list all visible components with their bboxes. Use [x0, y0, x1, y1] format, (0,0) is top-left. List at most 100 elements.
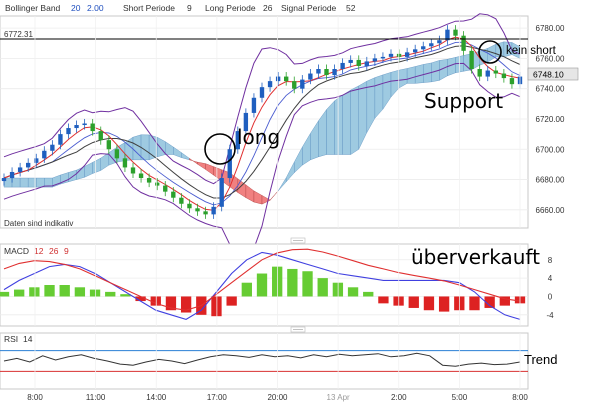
header-bollinger-value-dev: 2.00: [87, 3, 104, 13]
macd-histogram-bar: [150, 296, 161, 306]
macd-histogram-bar: [165, 296, 177, 311]
time-tick-label: 8:00: [512, 393, 528, 402]
macd-histogram-bar: [14, 289, 25, 297]
header-short-value: 9: [187, 3, 192, 13]
header-signal-label: Signal Periode: [281, 3, 337, 13]
macd-histogram-bar: [226, 296, 237, 306]
panel-splitter-1[interactable]: [290, 237, 306, 244]
candle-body: [485, 70, 490, 77]
macd-histogram-bar: [287, 268, 298, 297]
candle-body: [332, 69, 337, 76]
macd-y-tick-label: -4: [546, 311, 554, 320]
cloud-segment: [269, 190, 279, 201]
cloud-segment: [350, 85, 359, 155]
bollinger-lower-band: [3, 62, 521, 257]
time-tick-label: 2:00: [391, 393, 407, 402]
candle-body: [267, 81, 273, 88]
macd-histogram-bar: [120, 294, 131, 297]
bollinger-mid-band: [3, 41, 521, 206]
macd-histogram-bar: [469, 296, 480, 311]
cloud-segment: [36, 177, 45, 188]
candle-body: [187, 203, 192, 209]
candle-body: [122, 158, 128, 168]
macd-line: [3, 251, 521, 320]
candle-body: [445, 29, 450, 41]
candle-body: [26, 162, 31, 168]
rsi-plot-frame: [0, 332, 529, 390]
candle-body: [300, 79, 305, 89]
candle-body: [340, 62, 345, 69]
candle-body: [227, 149, 232, 179]
cloud-segment: [19, 177, 29, 188]
candle-body: [130, 167, 136, 174]
candle-body: [275, 76, 281, 82]
macd-histogram-bar: [135, 296, 146, 302]
price-y-tick-label: 6680.00: [536, 176, 565, 185]
annotation-support: Support: [424, 89, 503, 113]
macd-histogram-bar: [44, 285, 55, 297]
candle-body: [380, 56, 386, 59]
candle-body: [404, 52, 410, 57]
candle-body: [372, 58, 378, 62]
candle-body: [292, 81, 297, 89]
price-y-tick-label: 6740.00: [536, 85, 565, 94]
annotation-long: long: [237, 125, 280, 149]
candle-body: [469, 50, 474, 69]
candle-body: [90, 123, 95, 132]
candle-body: [388, 53, 394, 57]
cloud-segment: [414, 64, 424, 84]
panel-splitter-2[interactable]: [290, 326, 306, 333]
annotations: long kein short Support überverkauft Tre…: [204, 40, 557, 367]
candlesticks: [1, 25, 523, 219]
macd-histogram-bar: [89, 289, 101, 297]
candle-body: [17, 167, 23, 172]
candle-body: [453, 29, 458, 36]
candle-body: [82, 123, 87, 126]
time-tick-label: 8:00: [27, 393, 43, 402]
time-axis: 8:00 11:00 14:00 17:00 20:00 13 Apr 2:00 5:00 8:…: [0, 16, 528, 402]
last-price-badge-text: 6748.10: [533, 70, 564, 80]
header-long-value: 26: [263, 3, 273, 13]
candle-body: [356, 59, 361, 66]
header-bar: Bollinger Band 20 2.00 Short Periode 9 L…: [5, 3, 356, 13]
candle-body: [259, 87, 265, 98]
last-price-badge: 6748.10: [527, 67, 579, 81]
time-tick-label: 14:00: [146, 393, 167, 402]
time-tick-label: 11:00: [86, 393, 106, 402]
kein-short-marker-circle: [478, 40, 502, 64]
candle-body: [421, 46, 426, 50]
candle-body: [146, 178, 152, 183]
candle-body: [413, 49, 418, 53]
price-y-tick-label: 6720.00: [536, 115, 565, 124]
bollinger-upper-band: [3, 13, 521, 185]
macd-histogram-bar: [74, 287, 86, 297]
candle-body: [364, 61, 369, 66]
candle-body: [316, 69, 321, 74]
candle-body: [138, 173, 144, 179]
candle-body: [493, 70, 498, 74]
cloud-segment: [11, 177, 21, 188]
rsi-panel: RSI 14: [0, 332, 529, 390]
header-signal-value: 52: [346, 3, 356, 13]
time-tick-label: 5:00: [452, 393, 468, 402]
candle-body: [251, 97, 257, 113]
macd-histogram-bar: [241, 282, 252, 297]
macd-histogram-bar: [256, 273, 268, 297]
macd-histogram-bar: [408, 296, 419, 308]
time-tick-label: 17:00: [207, 393, 228, 402]
macd-param-slow: 26: [49, 246, 59, 256]
time-tick-label: 13 Apr: [327, 393, 350, 402]
candle-body: [477, 69, 482, 77]
indicator-lines: [3, 13, 521, 257]
macd-param-signal: 9: [64, 246, 69, 256]
data-note: Daten sind indikativ: [4, 219, 73, 228]
annotation-ueberverkauft: überverkauft: [411, 245, 540, 269]
cloud-segment: [140, 134, 150, 161]
candle-body: [324, 69, 329, 76]
rsi-param: 14: [23, 334, 33, 344]
annotation-kein-short: kein short: [506, 45, 557, 57]
candle-body: [179, 197, 184, 204]
candle-body: [98, 131, 103, 141]
header-short-label: Short Periode: [123, 3, 175, 13]
